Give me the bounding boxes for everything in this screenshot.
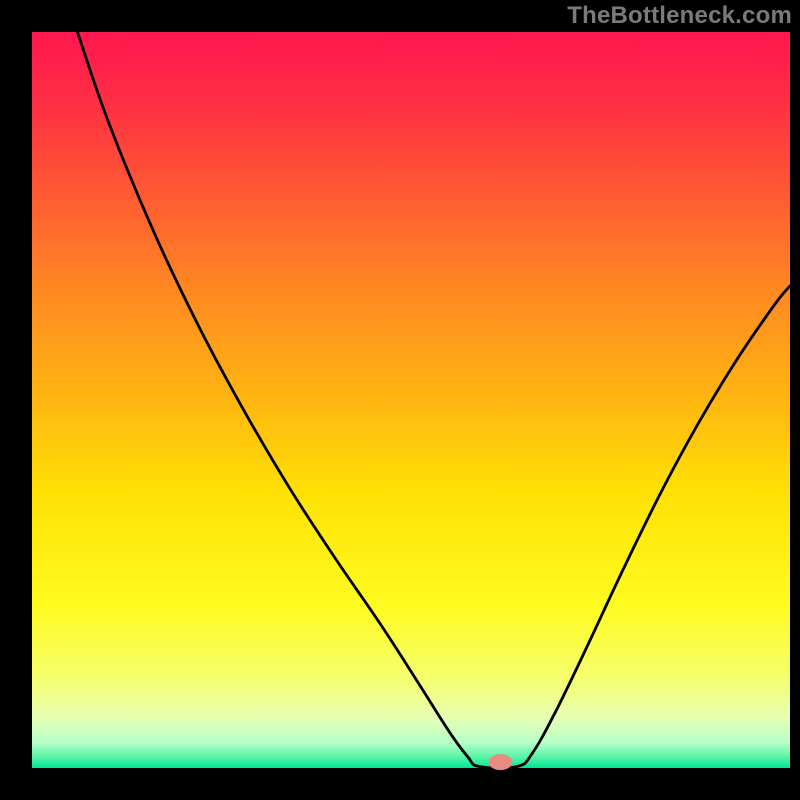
chart-background-gradient — [32, 32, 790, 768]
optimum-marker — [488, 754, 512, 770]
bottleneck-chart — [0, 0, 800, 800]
chart-container: TheBottleneck.com — [0, 0, 800, 800]
watermark-label: TheBottleneck.com — [567, 2, 792, 30]
